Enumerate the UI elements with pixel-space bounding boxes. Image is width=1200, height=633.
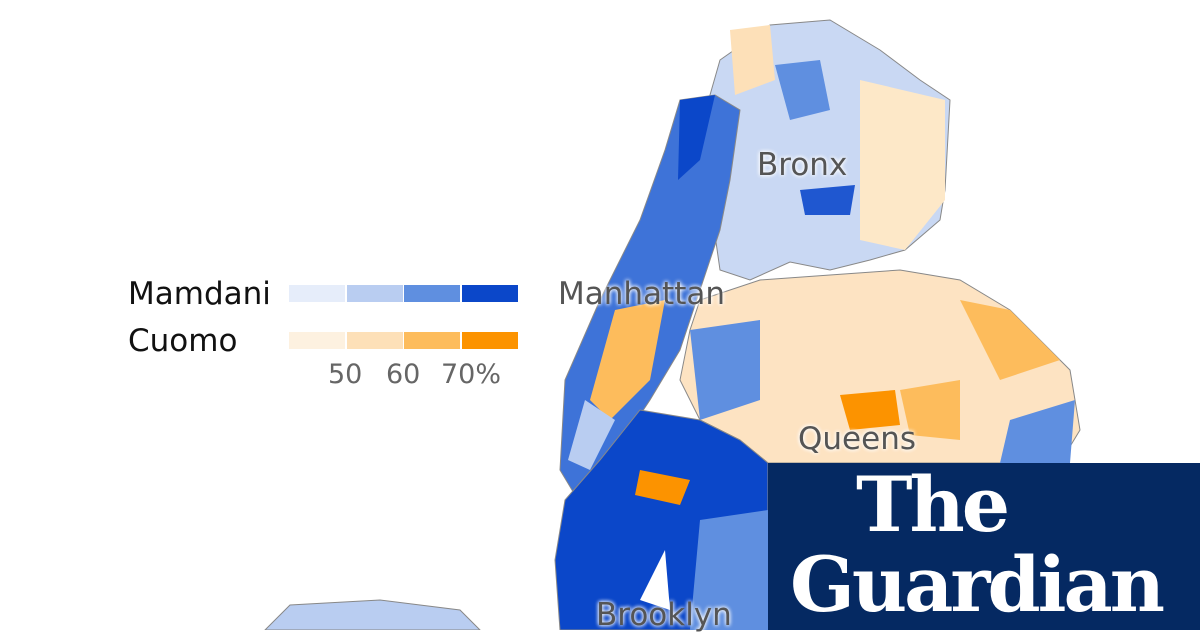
bronx-patch (800, 185, 855, 215)
staten-island-area (264, 599, 481, 630)
legend-swatch-cuomo-4 (462, 332, 518, 349)
legend-tick: 60 (386, 359, 421, 390)
borough-label-brooklyn: Brooklyn (596, 597, 732, 633)
brooklyn-patch (690, 510, 768, 630)
legend-swatch-mamdani-1 (289, 285, 345, 302)
legend-swatch-cuomo-1 (289, 332, 345, 349)
legend-swatch-mamdani-2 (347, 285, 403, 302)
legend-label-cuomo: Cuomo (128, 323, 238, 359)
brooklyn-patch (640, 550, 670, 610)
bronx-patch (775, 60, 830, 120)
queens-patch (1000, 400, 1075, 463)
logo-line-1: The (856, 463, 1010, 549)
logo-line-2: Guardian (790, 540, 1165, 629)
queens-patch (690, 320, 760, 420)
legend-tick: 50 (328, 359, 363, 390)
legend-swatch-mamdani-4 (462, 285, 518, 302)
manhattan-patch (568, 400, 615, 470)
queens-patch (840, 390, 900, 430)
bronx-east (860, 80, 945, 250)
queens-patch (900, 380, 960, 440)
queens-patch (960, 300, 1060, 380)
brooklyn-patch (635, 470, 690, 505)
borough-label-queens: Queens (798, 421, 916, 457)
manhattan-north (678, 95, 715, 180)
borough-label-manhattan: Manhattan (558, 276, 725, 312)
legend-swatch-cuomo-3 (404, 332, 460, 349)
legend-swatch-cuomo-2 (347, 332, 403, 349)
manhattan-patch (590, 300, 665, 420)
guardian-logo: The Guardian (768, 463, 1200, 630)
borough-label-bronx: Bronx (757, 147, 848, 183)
legend-tick: 70% (441, 359, 502, 390)
bronx-patch (730, 25, 775, 95)
legend-label-mamdani: Mamdani (128, 276, 271, 312)
legend-swatch-mamdani-3 (404, 285, 460, 302)
